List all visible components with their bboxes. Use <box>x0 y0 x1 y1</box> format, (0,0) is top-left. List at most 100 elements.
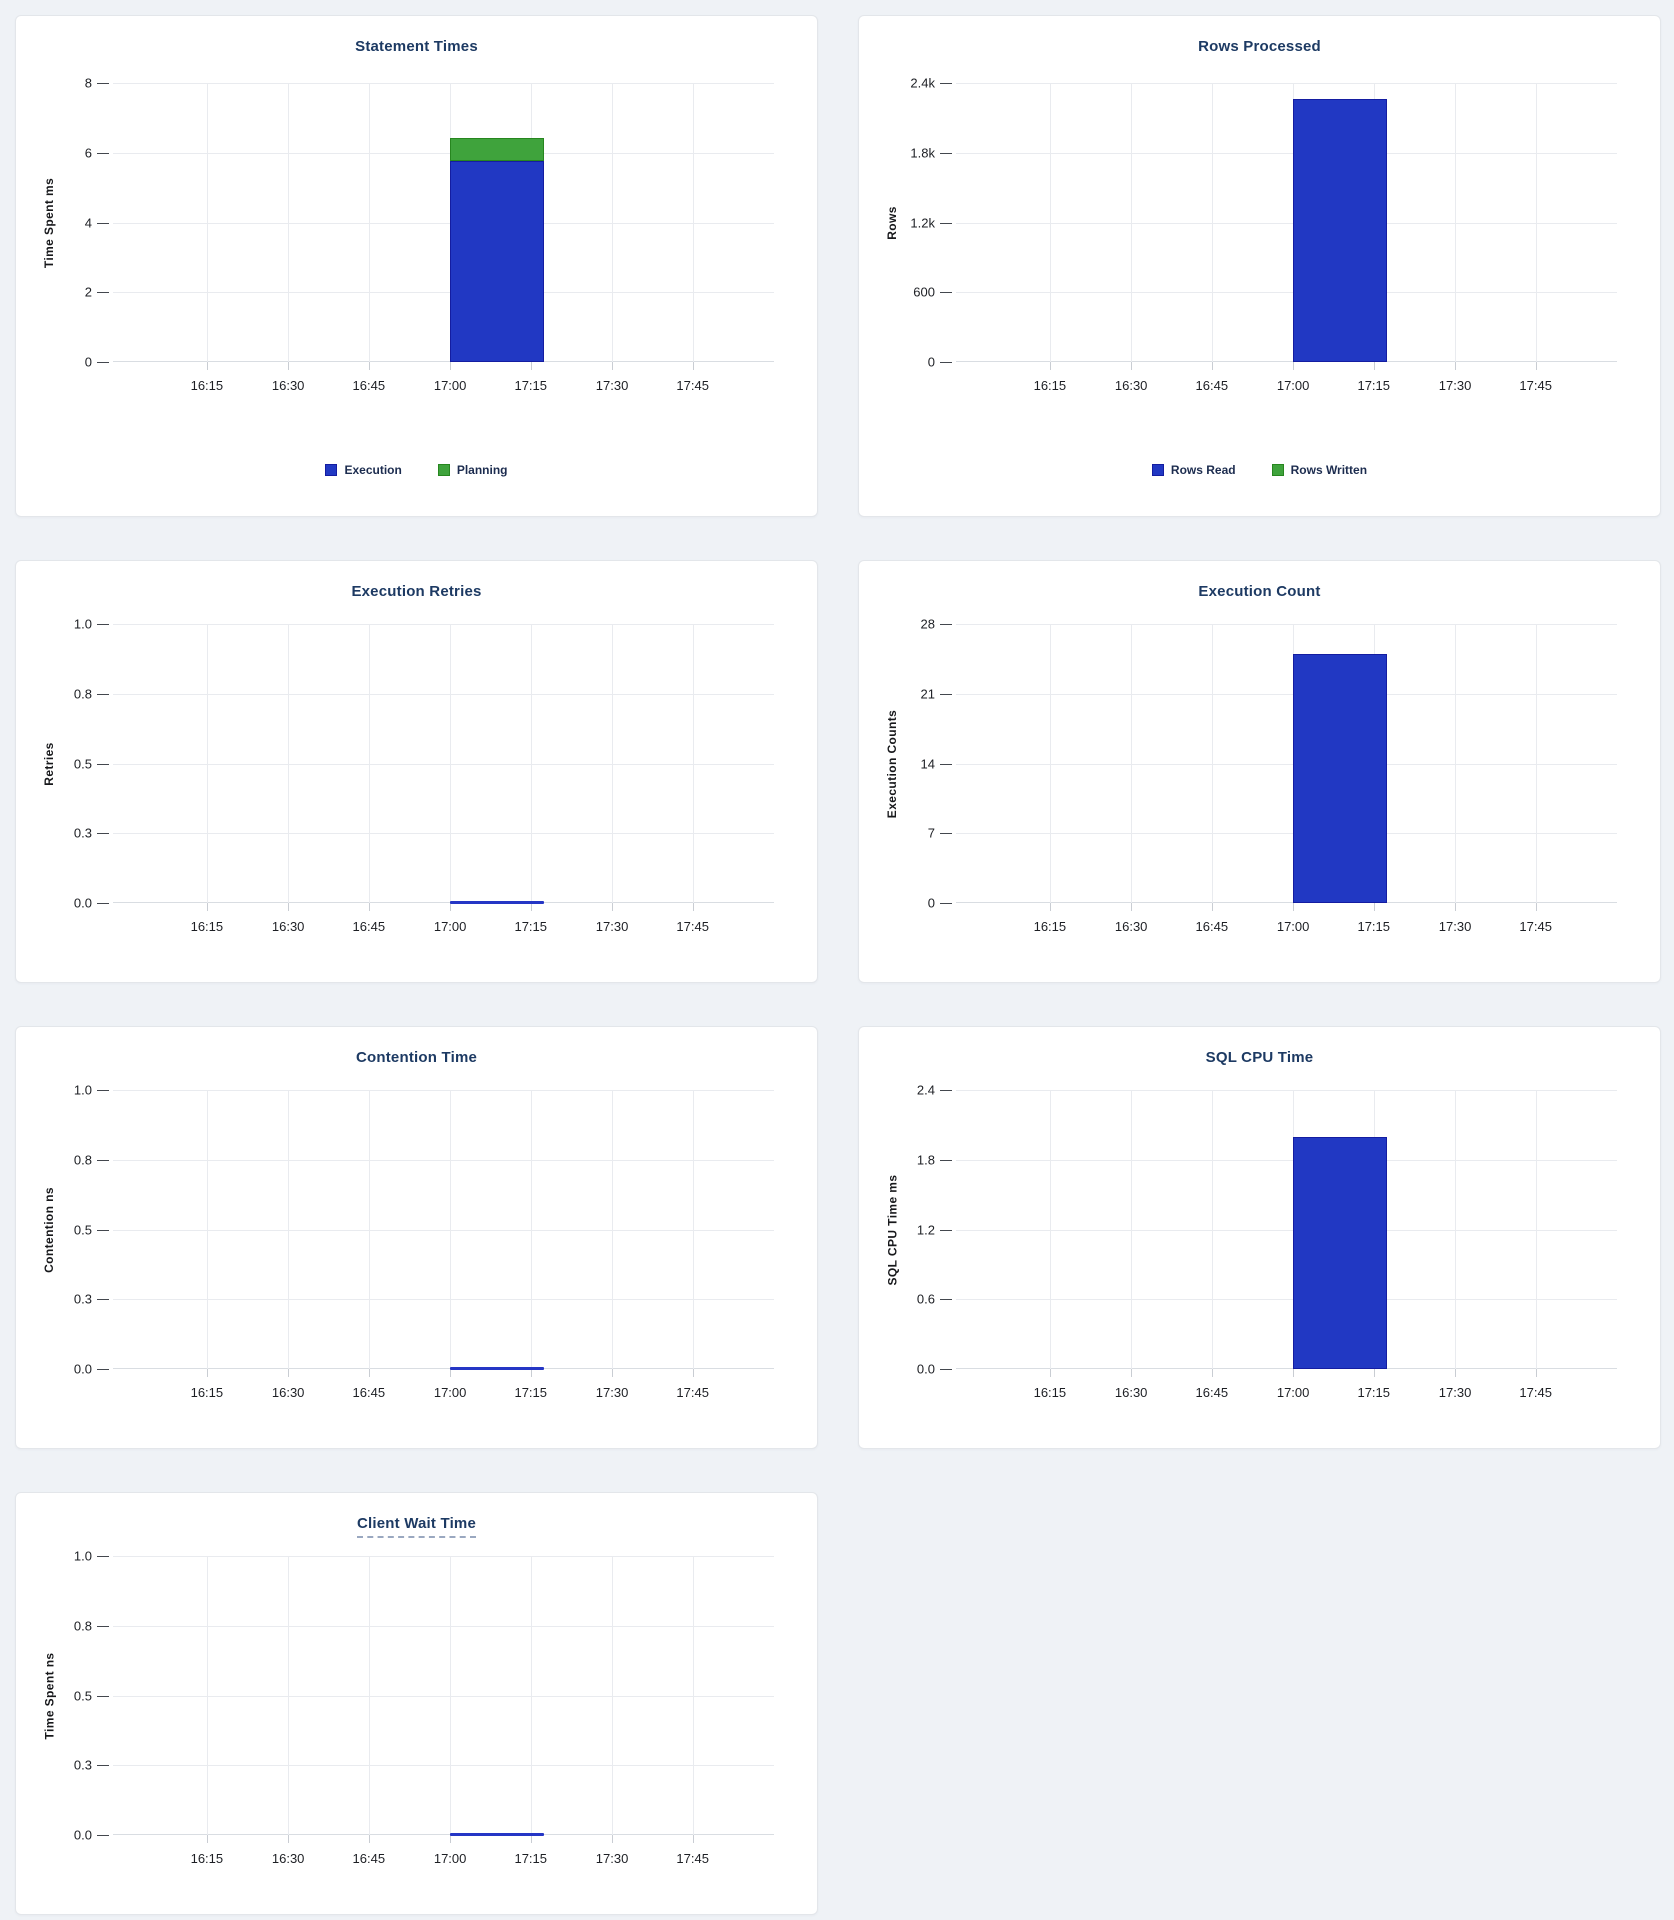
y-tick-mark <box>940 362 952 363</box>
gridline-horizontal <box>113 152 774 154</box>
gridline-vertical <box>450 1090 452 1369</box>
bar-execution-count[interactable] <box>1293 653 1387 903</box>
chart-title-text: Rows Processed <box>1198 38 1321 55</box>
x-tick-mark <box>1211 362 1213 370</box>
y-tick-label: 0.8 <box>73 1618 92 1634</box>
x-tick-mark <box>1049 1369 1051 1377</box>
x-tick-label: 16:15 <box>190 919 224 934</box>
x-tick-mark <box>206 362 208 370</box>
legend-item-rows-written: Rows Written <box>1271 463 1368 477</box>
x-tick-label: 16:15 <box>1033 378 1067 393</box>
y-tick-mark <box>97 1229 109 1231</box>
x-tick-label: 16:30 <box>1114 919 1148 934</box>
legend-label: Planning <box>456 463 508 477</box>
gridline-vertical <box>612 624 614 903</box>
legend-swatch-rows-written <box>1271 464 1284 476</box>
y-tick-label: 0.0 <box>916 1361 935 1377</box>
y-tick-mark <box>97 1765 109 1767</box>
y-tick-mark <box>940 1299 952 1301</box>
x-tick-label: 16:15 <box>190 1385 224 1400</box>
y-tick-label: 2.4 <box>916 1082 935 1098</box>
x-tick-label: 16:45 <box>352 378 386 393</box>
chart-plot-area[interactable]: Rows 2.4k 1.8k 1.2k 600 0 16:15 16:30 16:45 17:00… <box>885 76 1617 393</box>
y-tick-label: 1.2 <box>916 1222 935 1237</box>
x-tick-mark <box>450 1835 452 1843</box>
gridline-horizontal <box>956 693 1617 695</box>
gridline-horizontal <box>113 1090 774 1091</box>
x-tick-mark <box>612 1835 614 1843</box>
gridline-horizontal <box>956 1299 1617 1301</box>
chart-plot-area[interactable]: Retries 1.0 0.8 0.5 0.3 0.0 16:15 16:30 16:45 17:… <box>42 617 774 934</box>
x-tick-label: 17:15 <box>1357 919 1391 934</box>
legend-label: Rows Written <box>1290 463 1368 477</box>
y-tick-label: 600 <box>913 284 935 300</box>
x-tick-mark <box>1293 903 1295 911</box>
x-tick-label: 17:15 <box>514 1385 548 1400</box>
y-tick-label: 0.6 <box>916 1291 935 1307</box>
y-axis-title-text: Contention ns <box>42 1186 57 1273</box>
legend-item-execution: Execution <box>325 463 402 477</box>
x-tick-mark <box>450 1369 452 1377</box>
x-tick-label: 16:45 <box>352 1385 386 1400</box>
x-tick-label: 16:45 <box>352 1851 386 1866</box>
y-axis-title-text: Rows <box>885 205 900 240</box>
chart-title-text: Statement Times <box>355 38 478 55</box>
x-tick-label: 16:30 <box>1114 1385 1148 1400</box>
x-tick-label: 16:30 <box>271 1851 305 1866</box>
y-tick-mark <box>97 1369 109 1370</box>
x-tick-label: 17:00 <box>433 1385 467 1400</box>
chart-plot-area[interactable]: Contention ns 1.0 0.8 0.5 0.3 0.0 16:15 16:30 16… <box>42 1083 774 1400</box>
chart-plot-area[interactable]: Execution Counts 28 21 14 7 0 16:15 16:30 16:45 1… <box>885 617 1617 934</box>
bar-rows-read[interactable] <box>1293 98 1387 362</box>
x-tick-mark <box>1535 1369 1537 1377</box>
gridline-horizontal <box>956 83 1617 84</box>
gridline-vertical <box>450 1556 452 1835</box>
legend-item-planning: Planning <box>437 463 508 477</box>
gridline-vertical <box>206 83 208 362</box>
x-tick-mark <box>450 903 452 911</box>
x-tick-mark <box>368 362 370 370</box>
gridline-horizontal <box>113 693 774 695</box>
x-tick-label: 17:00 <box>433 1851 467 1866</box>
bar-sql-cpu-time[interactable] <box>1293 1136 1387 1369</box>
x-tick-label: 16:15 <box>1033 919 1067 934</box>
zero-value-line-client-wait-time[interactable] <box>450 1833 544 1836</box>
x-tick-mark <box>1373 903 1375 911</box>
gridline-horizontal <box>956 1229 1617 1231</box>
gridline-vertical <box>368 1556 370 1835</box>
chart-plot-area[interactable]: SQL CPU Time ms 2.4 1.8 1.2 0.6 0.0 16:15 16:30… <box>885 1083 1617 1400</box>
x-tick-mark <box>692 1835 694 1843</box>
chart-plot-area[interactable]: Time Spent ns 1.0 0.8 0.5 0.3 0.0 16:15 16:30 16… <box>42 1549 774 1866</box>
bar-execution[interactable] <box>450 161 544 362</box>
y-tick-mark <box>97 763 109 765</box>
gridline-vertical <box>368 624 370 903</box>
x-tick-label: 16:30 <box>1114 378 1148 393</box>
y-tick-mark <box>940 833 952 835</box>
x-tick-label: 17:30 <box>595 378 629 393</box>
y-tick-label: 21 <box>920 686 935 702</box>
x-tick-mark <box>1535 903 1537 911</box>
bar-planning[interactable] <box>450 137 544 162</box>
gridline-horizontal <box>956 1159 1617 1161</box>
y-tick-label: 1.0 <box>73 616 92 632</box>
zero-value-line-execution-retries[interactable] <box>450 901 544 904</box>
y-tick-mark <box>940 292 952 294</box>
chart-title: Rows Processed <box>859 38 1660 55</box>
x-tick-mark <box>692 1369 694 1377</box>
x-tick-label: 17:45 <box>1519 378 1552 393</box>
x-tick-label: 17:30 <box>1438 1385 1472 1400</box>
gridline-vertical <box>1211 1090 1213 1369</box>
y-tick-mark <box>940 83 952 84</box>
gridline-vertical <box>692 624 694 903</box>
gridline-vertical <box>1131 83 1133 362</box>
x-tick-mark <box>692 362 694 370</box>
y-tick-mark <box>97 693 109 695</box>
x-tick-label: 17:45 <box>676 1385 709 1400</box>
x-tick-mark <box>692 903 694 911</box>
chart-title-text[interactable]: Client Wait Time <box>356 1515 477 1538</box>
zero-value-line-contention-time[interactable] <box>450 1367 544 1370</box>
gridline-horizontal <box>956 1368 1617 1369</box>
chart-plot-area[interactable]: Time Spent ms 8 6 4 2 0 16:15 16:30 16:45 17:00 17… <box>42 76 774 393</box>
x-tick-mark <box>288 362 290 370</box>
gridline-horizontal <box>956 763 1617 765</box>
